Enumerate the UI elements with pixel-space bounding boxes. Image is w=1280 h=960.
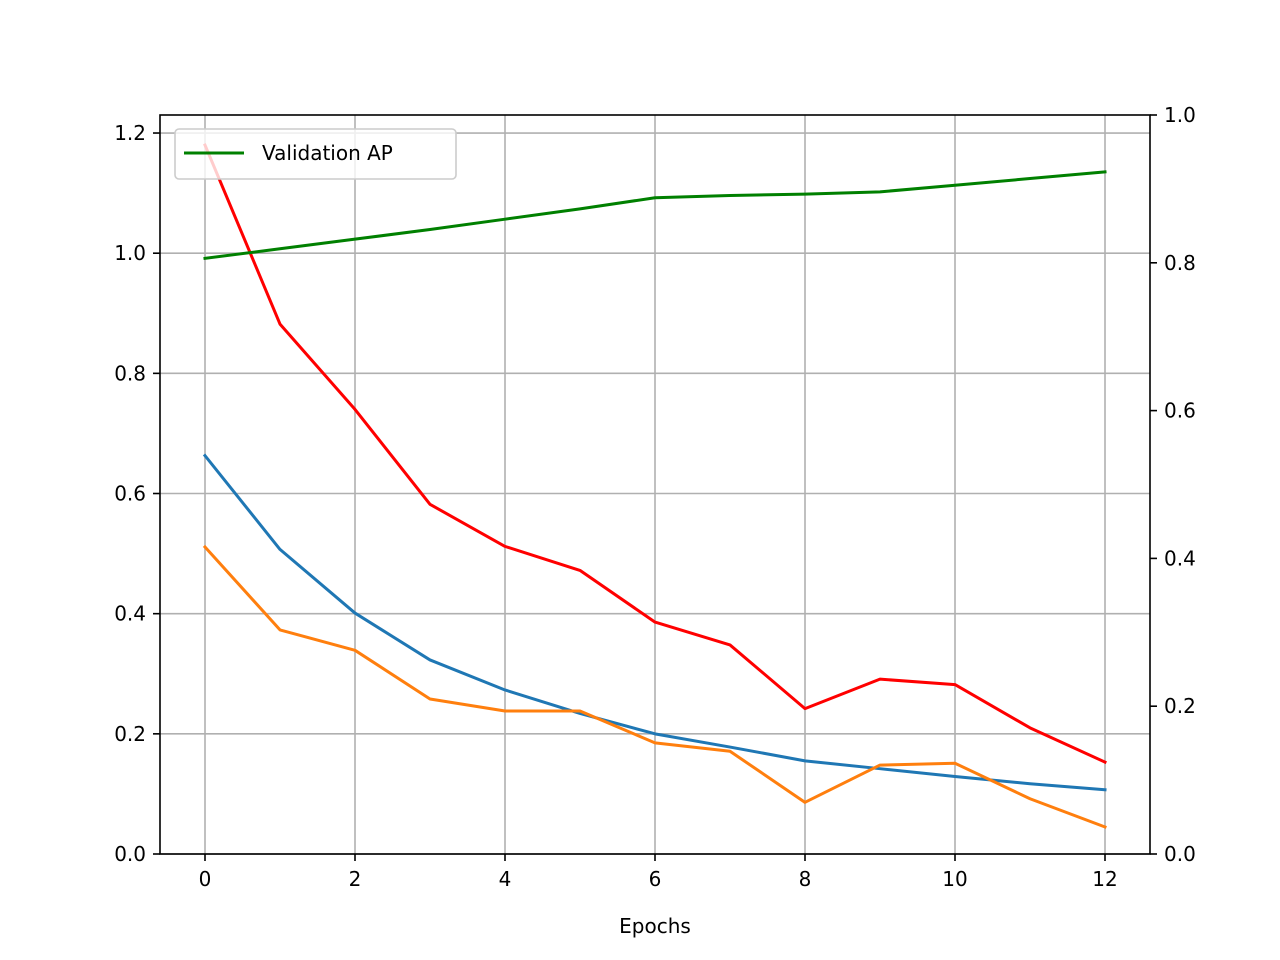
y-axis-right: 0.0 0.2 0.4 0.6 0.8 1.0 xyxy=(1150,103,1196,866)
x-tick-label: 2 xyxy=(349,867,362,891)
legend-label-validation-ap: Validation AP xyxy=(262,141,393,165)
y2-tick-label: 0.0 xyxy=(1164,842,1196,866)
y2-tick-label: 0.6 xyxy=(1164,399,1196,423)
x-tick-label: 6 xyxy=(649,867,662,891)
y2-tick-label: 0.8 xyxy=(1164,251,1196,275)
series-train-loss-line xyxy=(202,453,1107,792)
series-group xyxy=(202,143,1107,829)
x-axis-label: Epochs xyxy=(619,914,691,938)
legend: Validation AP xyxy=(174,128,457,180)
y2-tick-label: 0.2 xyxy=(1164,694,1196,718)
y2-tick-label: 0.4 xyxy=(1164,546,1196,570)
x-tick-label: 12 xyxy=(1092,867,1117,891)
y-tick-label: 0.2 xyxy=(114,722,146,746)
x-tick-label: 10 xyxy=(942,867,967,891)
x-tick-label: 0 xyxy=(199,867,212,891)
y-tick-label: 0.8 xyxy=(114,361,146,385)
x-tick-label: 4 xyxy=(499,867,512,891)
x-axis: 0 2 4 6 8 10 12 xyxy=(199,854,1118,891)
y-tick-label: 0.0 xyxy=(114,842,146,866)
series-total-loss-line xyxy=(203,143,1107,765)
y-tick-label: 0.4 xyxy=(114,602,146,626)
y-axis-left: 0.0 0.2 0.4 0.6 0.8 1.0 1.2 xyxy=(114,121,160,866)
y-tick-label: 0.6 xyxy=(114,482,146,506)
series-validation-ap-line xyxy=(203,170,1107,261)
legend-box xyxy=(174,128,457,180)
x-tick-label: 8 xyxy=(799,867,812,891)
y-tick-label: 1.2 xyxy=(114,121,146,145)
series-val-loss-line xyxy=(202,544,1107,829)
y2-tick-label: 1.0 xyxy=(1164,103,1196,127)
y-tick-label: 1.0 xyxy=(114,241,146,265)
